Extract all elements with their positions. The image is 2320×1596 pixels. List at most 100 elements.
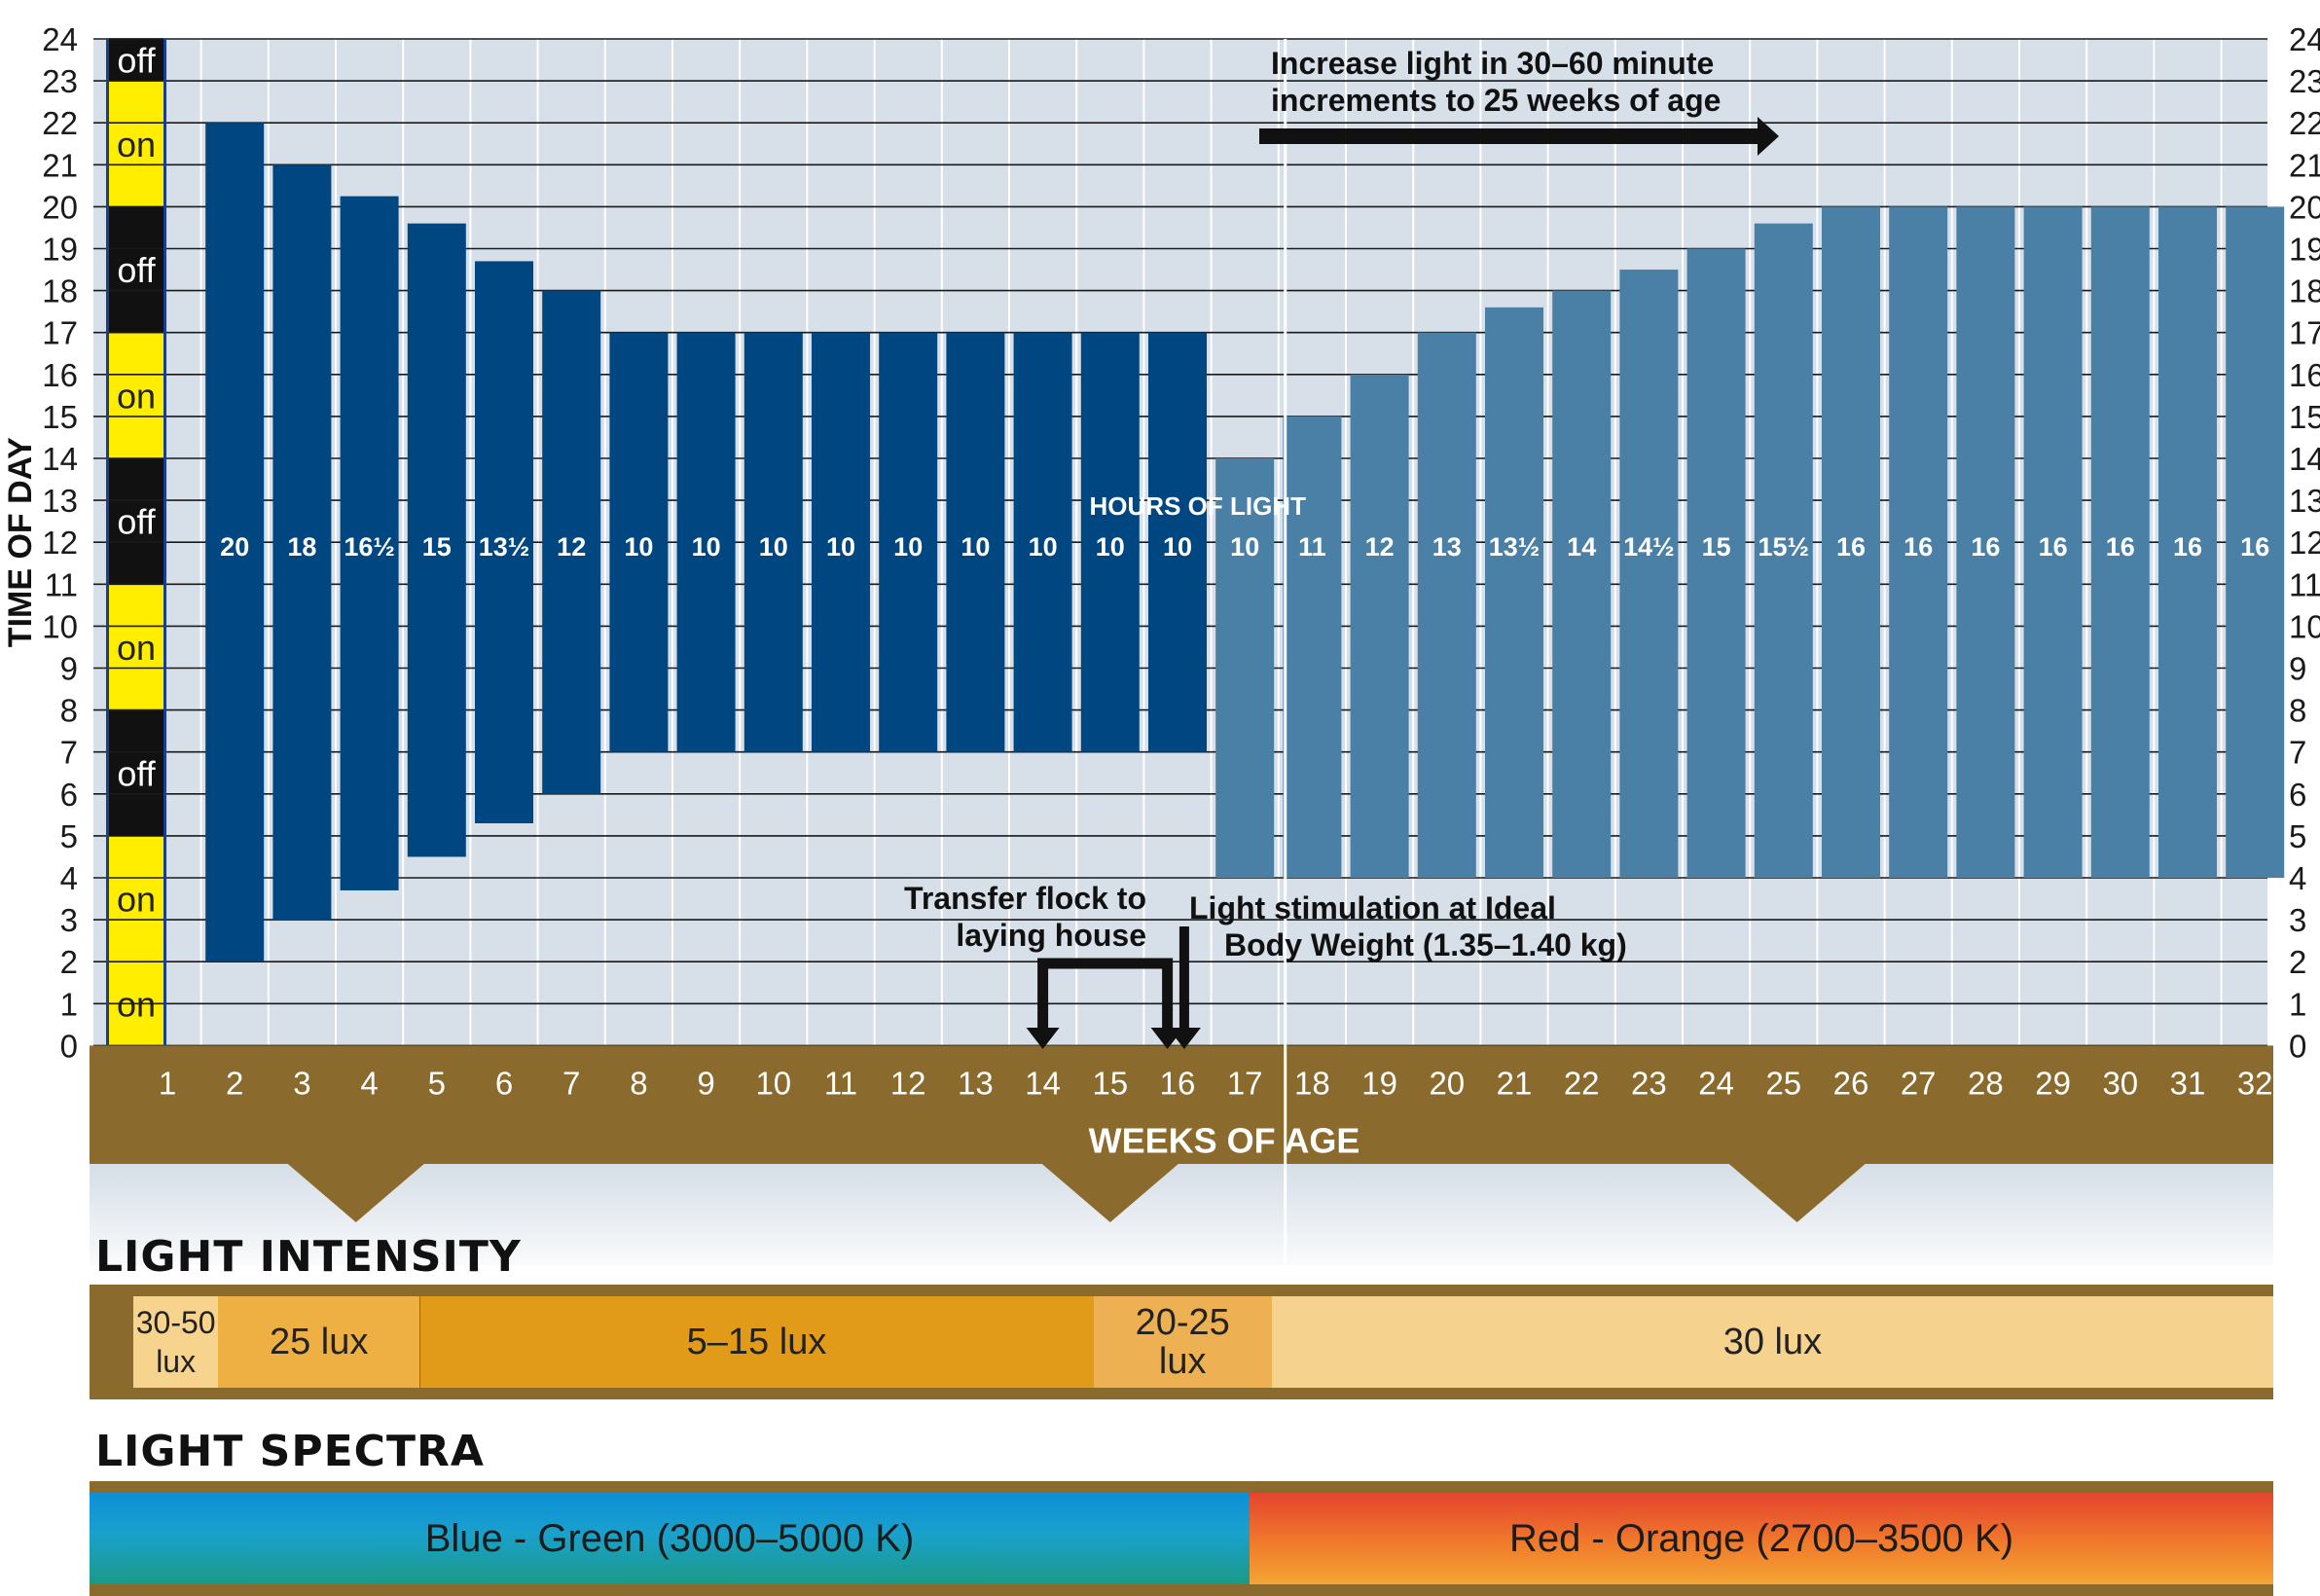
bar-label-week-13: 10 bbox=[961, 532, 990, 562]
light-spectra-segments: Blue - Green (3000–5000 K) Red - Orange … bbox=[90, 1493, 2273, 1584]
stimulation-arrow-head bbox=[1167, 1028, 1201, 1049]
y-tick-left: 15 bbox=[42, 399, 78, 435]
x-tick-week-3: 3 bbox=[293, 1065, 310, 1101]
week1-off-block bbox=[109, 458, 163, 585]
bar-week-31 bbox=[2158, 206, 2217, 878]
y-tick-left: 5 bbox=[60, 818, 78, 854]
x-tick-week-2: 2 bbox=[226, 1065, 243, 1101]
bar-label-week-12: 10 bbox=[893, 532, 923, 562]
week1-on-block bbox=[109, 835, 163, 962]
y-tick-right: 24 bbox=[2289, 21, 2320, 57]
x-tick-week-8: 8 bbox=[630, 1065, 647, 1101]
y-tick-right: 2 bbox=[2289, 944, 2306, 980]
y-tick-right: 23 bbox=[2289, 63, 2320, 99]
stimulation-arrow-shaft bbox=[1178, 926, 1189, 1028]
x-tick-week-22: 22 bbox=[1564, 1065, 1600, 1101]
bar-week-2 bbox=[205, 123, 265, 962]
y-tick-left: 16 bbox=[42, 357, 78, 393]
y-tick-right: 1 bbox=[2289, 986, 2306, 1022]
y-tick-left: 0 bbox=[60, 1028, 78, 1064]
tri-week-25 bbox=[1728, 1164, 1866, 1222]
y-tick-left: 22 bbox=[42, 105, 78, 141]
transfer-arrow-head-14 bbox=[1026, 1028, 1060, 1049]
intensity-label-line1: 25 lux bbox=[269, 1322, 369, 1362]
x-tick-week-19: 19 bbox=[1361, 1065, 1397, 1101]
bar-week-32 bbox=[2226, 206, 2285, 878]
light-spectra-band: Blue - Green (3000–5000 K) Red - Orange … bbox=[90, 1481, 2273, 1596]
week1-on-block bbox=[109, 81, 163, 207]
x-tick-week-29: 29 bbox=[2035, 1065, 2071, 1101]
y-tick-right: 17 bbox=[2289, 315, 2320, 351]
y-tick-right: 20 bbox=[2289, 189, 2320, 225]
y-tick-left: 9 bbox=[60, 651, 78, 687]
bar-label-week-11: 10 bbox=[826, 532, 855, 562]
week1-off-label: off bbox=[117, 502, 156, 542]
x-tick-week-16: 16 bbox=[1160, 1065, 1196, 1101]
x-tick-week-26: 26 bbox=[1833, 1065, 1869, 1101]
bar-week-5 bbox=[407, 223, 466, 857]
bar-week-29 bbox=[2023, 206, 2083, 878]
bar-week-16 bbox=[1148, 332, 1207, 752]
bar-week-23 bbox=[1619, 270, 1679, 878]
intensity-segment-3: 20-25 lux bbox=[1093, 1296, 1272, 1388]
bar-label-week-24: 15 bbox=[1702, 532, 1731, 562]
bar-label-week-31: 16 bbox=[2173, 532, 2202, 562]
bar-week-25 bbox=[1754, 223, 1813, 878]
x-tick-week-5: 5 bbox=[428, 1065, 446, 1101]
spectra-blue-green: Blue - Green (3000–5000 K) bbox=[90, 1493, 1250, 1584]
week1-off-block bbox=[109, 39, 163, 82]
light-intensity-band: 30-50 lux 25 lux 5–15 lux 20-25 lux 30 lux bbox=[90, 1285, 2273, 1399]
y-tick-right: 3 bbox=[2289, 902, 2306, 938]
x-tick-week-7: 7 bbox=[562, 1065, 580, 1101]
y-tick-left: 13 bbox=[42, 483, 78, 519]
y-tick-right: 13 bbox=[2289, 483, 2320, 519]
x-tick-week-15: 15 bbox=[1092, 1065, 1128, 1101]
y-tick-left: 2 bbox=[60, 944, 78, 980]
bar-label-week-27: 16 bbox=[1903, 532, 1933, 562]
intensity-label-line2: lux bbox=[156, 1344, 197, 1379]
y-tick-right: 4 bbox=[2289, 860, 2306, 896]
bar-week-8 bbox=[609, 332, 669, 752]
tri-week-15 bbox=[1041, 1164, 1178, 1222]
bar-label-week-5: 15 bbox=[422, 532, 452, 562]
bar-label-week-7: 12 bbox=[557, 532, 586, 562]
bar-week-9 bbox=[676, 332, 736, 752]
y-tick-right: 5 bbox=[2289, 818, 2306, 854]
bar-week-6 bbox=[475, 261, 533, 823]
x-axis-label: WEEKS OF AGE bbox=[1089, 1120, 1360, 1160]
bar-label-week-14: 10 bbox=[1029, 532, 1058, 562]
bar-week-18 bbox=[1283, 416, 1342, 878]
y-tick-right: 14 bbox=[2289, 441, 2320, 477]
intensity-label-line1: 30 lux bbox=[1722, 1322, 1823, 1362]
intensity-segment-4: 30 lux bbox=[1271, 1296, 2273, 1388]
bar-label-week-16: 10 bbox=[1163, 532, 1192, 562]
bar-label-week-9: 10 bbox=[692, 532, 721, 562]
increase-note-line2: increments to 25 weeks of age bbox=[1271, 83, 1721, 118]
light-spectra-title: LIGHT SPECTRA bbox=[95, 1427, 485, 1476]
bar-label-week-32: 16 bbox=[2240, 532, 2269, 562]
increase-arrow-head bbox=[1758, 117, 1779, 156]
x-tick-week-1: 1 bbox=[159, 1065, 176, 1101]
intensity-segment-0: 30-50 lux bbox=[133, 1296, 218, 1388]
x-tick-week-20: 20 bbox=[1429, 1065, 1465, 1101]
x-tick-week-17: 17 bbox=[1227, 1065, 1263, 1101]
week1-off-block bbox=[109, 709, 163, 836]
bar-label-week-29: 16 bbox=[2039, 532, 2068, 562]
y-tick-right: 0 bbox=[2289, 1028, 2306, 1064]
y-tick-left: 4 bbox=[60, 860, 78, 896]
y-tick-right: 19 bbox=[2289, 232, 2320, 268]
y-tick-left: 24 bbox=[42, 21, 78, 57]
transfer-bracket bbox=[1037, 958, 1174, 1030]
y-tick-left: 10 bbox=[42, 608, 78, 644]
y-tick-left: 20 bbox=[42, 189, 78, 225]
bar-week-20 bbox=[1417, 332, 1476, 878]
bar-label-week-6: 13½ bbox=[479, 532, 530, 562]
increase-arrow-shaft bbox=[1259, 128, 1761, 144]
x-tick-week-12: 12 bbox=[890, 1065, 926, 1101]
week1-left-edge bbox=[106, 39, 109, 1046]
bar-week-22 bbox=[1552, 290, 1612, 879]
bar-label-week-10: 10 bbox=[759, 532, 788, 562]
week1-off-label: off bbox=[117, 41, 156, 81]
weeks-footer bbox=[90, 1045, 2273, 1164]
intensity-label-line1: 30-50 bbox=[135, 1305, 216, 1340]
